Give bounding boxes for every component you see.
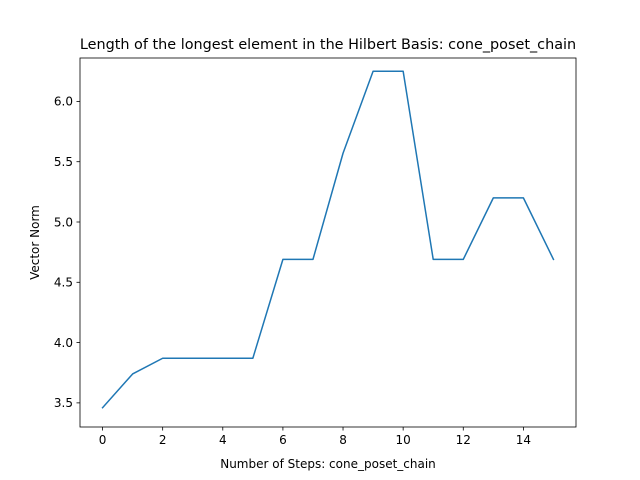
x-tick-label-0: 0 (99, 433, 107, 447)
x-tick-label-7: 14 (516, 433, 531, 447)
data-point-0-15 (552, 258, 555, 261)
x-tick-label-4: 8 (339, 433, 347, 447)
data-point-0-3 (191, 357, 194, 360)
y-tick-label-1: 4.0 (54, 336, 73, 350)
x-tick-label-3: 6 (279, 433, 287, 447)
data-point-0-12 (462, 258, 465, 261)
data-point-0-2 (161, 357, 164, 360)
y-tick-label-5: 6.0 (54, 95, 73, 109)
chart-title: Length of the longest element in the Hil… (80, 37, 576, 53)
x-tick-label-5: 10 (396, 433, 411, 447)
series-line-0 (101, 70, 555, 409)
data-point-0-14 (522, 196, 525, 199)
y-tick-label-0: 3.5 (54, 396, 73, 410)
data-point-0-1 (131, 372, 134, 375)
data-point-0-0 (101, 406, 104, 409)
y-tick-label-4: 5.5 (54, 155, 73, 169)
y-tick-label-2: 4.5 (54, 276, 73, 290)
y-tick-label-3: 5.0 (54, 215, 73, 229)
data-point-0-9 (372, 70, 375, 73)
x-tick-label-1: 2 (159, 433, 167, 447)
data-point-0-13 (492, 196, 495, 199)
data-point-0-4 (221, 357, 224, 360)
data-point-0-8 (342, 152, 345, 155)
data-point-0-10 (402, 70, 405, 73)
data-point-0-6 (281, 258, 284, 261)
plot-frame (79, 57, 577, 428)
x-axis-title: Number of Steps: cone_poset_chain (220, 457, 436, 471)
plot-area: 0 2 4 6 8 10 12 14 3.5 4.0 4.5 5.0 5.5 6.0 (54, 57, 577, 447)
data-point-0-7 (311, 258, 314, 261)
x-tick-label-6: 12 (456, 433, 471, 447)
y-axis-title: Vector Norm (28, 205, 42, 280)
x-tick-label-2: 4 (219, 433, 227, 447)
data-point-0-5 (251, 357, 254, 360)
data-point-0-11 (432, 258, 435, 261)
